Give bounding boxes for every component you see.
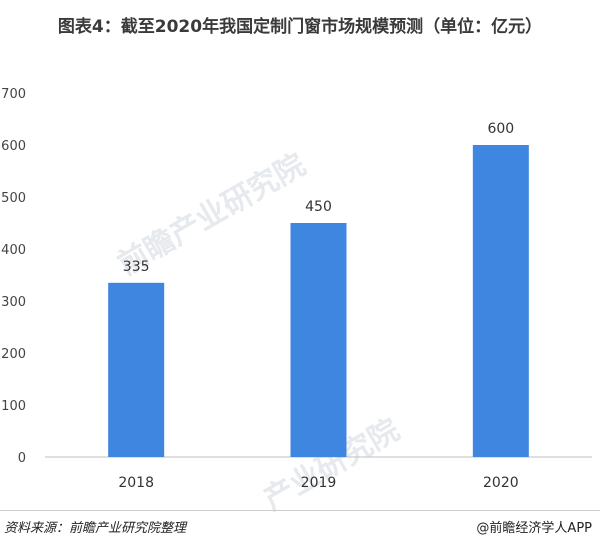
y-axis: 0 100 200 300 400 500 600 700: [1, 87, 26, 466]
y-tick-label: 700: [1, 87, 26, 102]
bar-2019: [290, 223, 347, 457]
y-tick-label: 300: [1, 295, 26, 310]
source-note: 资料来源：前瞻产业研究院整理: [4, 521, 187, 536]
x-tick-label: 2020: [483, 475, 519, 491]
bar-2020: [472, 145, 529, 457]
data-label-2020: 600: [487, 121, 514, 137]
y-tick-label: 100: [1, 399, 26, 414]
bars: 335 450 600: [108, 121, 529, 457]
credit-note: @前瞻经济学人APP: [476, 521, 592, 536]
bar-2018: [108, 282, 165, 457]
x-tick-label: 2018: [118, 475, 154, 491]
x-tick-label: 2019: [301, 475, 337, 491]
y-tick-label: 200: [1, 347, 26, 362]
data-label-2019: 450: [305, 199, 332, 215]
y-tick-label: 0: [18, 451, 26, 466]
x-axis: 2018 2019 2020: [118, 475, 518, 491]
data-label-2018: 335: [123, 259, 150, 275]
y-tick-label: 500: [1, 191, 26, 206]
footer: 资料来源：前瞻产业研究院整理 @前瞻经济学人APP: [0, 510, 600, 536]
y-tick-label: 400: [1, 243, 26, 258]
chart-title: 图表4：截至2020年我国定制门窗市场规模预测（单位：亿元）: [57, 17, 543, 37]
y-tick-label: 600: [1, 139, 26, 154]
